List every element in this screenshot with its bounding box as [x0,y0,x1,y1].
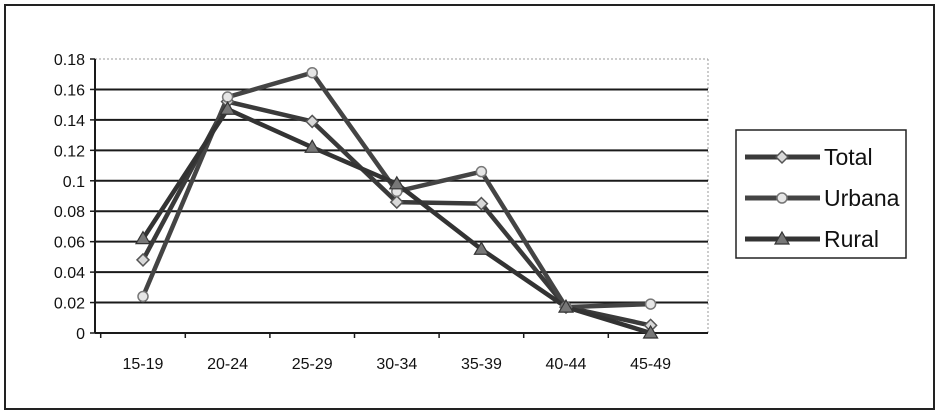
point-rural [219,101,236,115]
gridlines [95,58,709,333]
point-total [305,114,320,129]
y-tick-label: 0.08 [54,204,85,221]
y-tick-label: 0 [76,326,85,343]
series-markers [134,66,659,339]
x-tick-label: 15-19 [123,356,164,373]
point-rural [642,324,659,339]
legend-marker-urbana [776,192,788,204]
y-tick-label: 0.04 [54,265,85,282]
point-rural [557,298,575,313]
y-tick-label: 0.18 [54,52,85,69]
y-tick-label: 0.16 [54,82,85,99]
x-tick-label: 25-29 [292,356,333,373]
y-tick-label: 0.12 [54,143,85,160]
point-total [389,195,404,210]
point-rural [473,241,490,255]
x-tick-label: 45-49 [630,356,671,373]
legend-marker-rural [773,230,791,245]
point-urbana [137,290,149,303]
x-tick-label: 35-39 [461,356,502,373]
point-total [474,196,489,211]
legend-label-total: Total [824,144,873,170]
y-tick-label: 0.1 [63,174,85,191]
point-urbana [644,298,657,310]
point-total [135,252,151,267]
point-urbana [306,66,318,79]
legend-label-urbana: Urbana [824,185,900,211]
x-tick-label: 20-24 [207,356,248,373]
point-urbana [221,91,234,103]
point-rural [304,139,321,153]
axes: 0 0.02 0.04 0.06 0.08 0.1 0.12 0.14 0.16 0.18 15-1… [54,52,708,373]
y-tick-label: 0.02 [54,296,85,313]
point-rural [388,175,405,190]
legend: Total Urbana Rural [735,129,907,259]
x-tick-label: 30-34 [376,356,417,373]
legend-label-rural: Rural [824,226,879,252]
y-tick-label: 0.06 [54,235,85,252]
point-urbana [475,165,488,178]
legend-marker-total [774,149,790,165]
x-tick-label: 40-44 [546,356,587,373]
point-rural [134,230,152,245]
y-tick-label: 0.14 [54,113,85,130]
